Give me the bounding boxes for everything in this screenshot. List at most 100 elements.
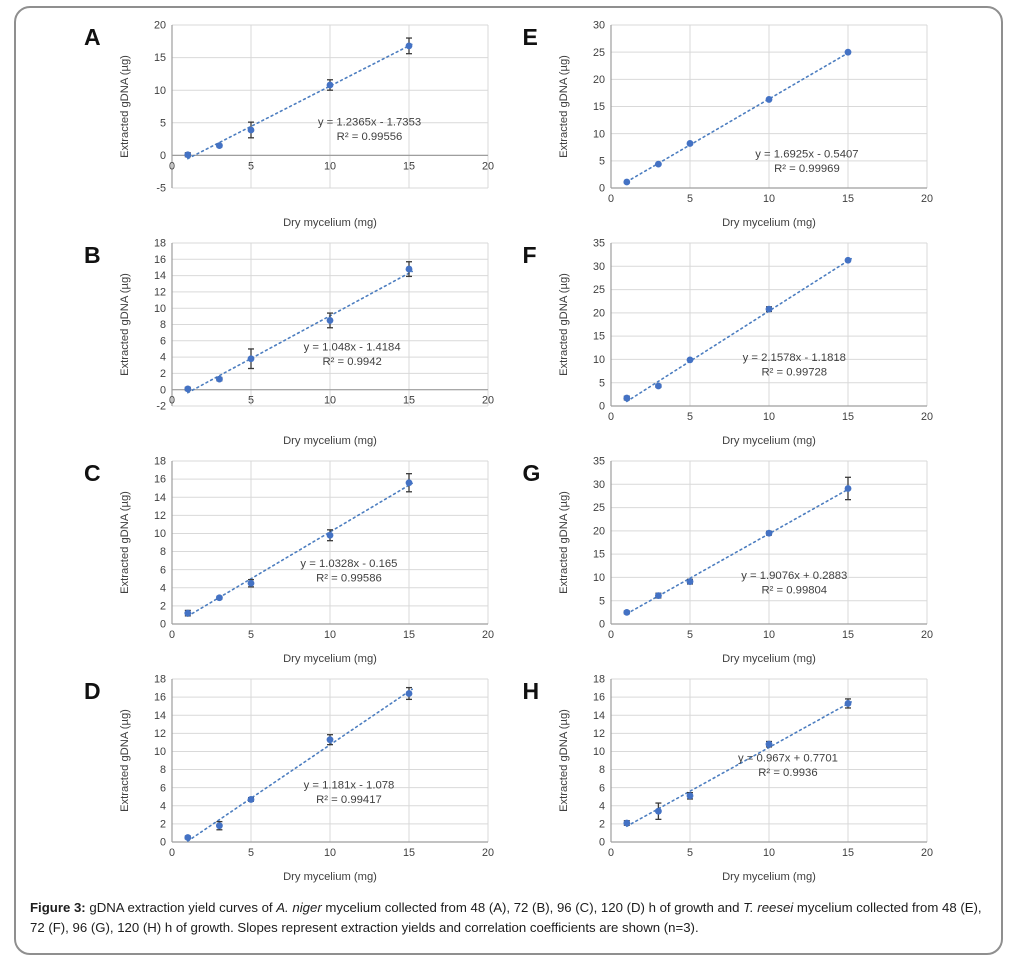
svg-text:16: 16 (154, 692, 166, 704)
svg-text:y = 1.048x - 1.4184: y = 1.048x - 1.4184 (304, 342, 401, 354)
svg-text:10: 10 (762, 411, 774, 423)
svg-text:15: 15 (592, 549, 604, 561)
data-point (184, 151, 192, 159)
svg-text:5: 5 (598, 377, 604, 389)
chart-H: y = 0.967x + 0.7701 R² = 0.9936 0 2 4 6 8 10 12 1… (558, 674, 933, 883)
svg-text:10: 10 (592, 128, 604, 140)
svg-text:35: 35 (592, 456, 604, 468)
svg-text:2: 2 (160, 600, 166, 612)
data-points (622, 48, 851, 186)
svg-text:10: 10 (762, 193, 774, 205)
svg-text:15: 15 (841, 193, 853, 205)
data-point (844, 256, 851, 264)
data-points (184, 690, 413, 841)
data-points (184, 42, 413, 159)
svg-text:20: 20 (482, 395, 494, 407)
y-axis-title: Extracted gDNA (µg) (119, 491, 131, 594)
svg-text:0: 0 (160, 384, 166, 396)
error-bars (184, 261, 412, 392)
svg-text:10: 10 (154, 746, 166, 758)
x-tick-labels: 0 5 10 15 20 (169, 160, 494, 172)
y-tick-labels: 0 2 4 6 8 10 12 14 16 18 (592, 674, 604, 849)
svg-text:2: 2 (160, 818, 166, 830)
panel-letter-D: D (84, 678, 101, 704)
svg-text:15: 15 (403, 160, 415, 172)
svg-text:4: 4 (160, 800, 166, 812)
svg-text:0: 0 (160, 619, 166, 631)
svg-text:6: 6 (160, 335, 166, 347)
equation-label: y = 1.0328x - 0.165 R² = 0.99586 (300, 558, 397, 585)
x-axis-title: Dry mycelium (mg) (283, 653, 377, 665)
svg-text:30: 30 (592, 479, 604, 491)
data-point (184, 834, 192, 841)
svg-text:12: 12 (592, 728, 604, 740)
svg-text:0: 0 (598, 837, 604, 849)
svg-text:4: 4 (598, 800, 604, 812)
data-points (622, 256, 851, 402)
axis-lines (171, 243, 488, 406)
y-tick-labels: -2 0 2 4 6 8 10 12 14 16 18 (154, 238, 166, 413)
svg-text:-5: -5 (156, 183, 166, 195)
svg-text:10: 10 (324, 395, 336, 407)
gridlines (172, 678, 489, 843)
svg-text:R² = 0.99804: R² = 0.99804 (761, 584, 827, 596)
x-axis-title: Dry mycelium (mg) (722, 217, 816, 229)
data-point (654, 382, 662, 390)
svg-text:15: 15 (403, 629, 415, 641)
svg-text:10: 10 (592, 354, 604, 366)
svg-text:20: 20 (920, 411, 932, 423)
svg-text:15: 15 (592, 331, 604, 343)
data-points (622, 700, 851, 827)
x-axis-title: Dry mycelium (mg) (283, 435, 377, 447)
x-axis-title: Dry mycelium (mg) (722, 435, 816, 447)
svg-text:y = 1.0328x - 0.165: y = 1.0328x - 0.165 (300, 558, 397, 570)
axis-lines (171, 679, 488, 843)
svg-text:0: 0 (598, 619, 604, 631)
axis-lines (171, 461, 488, 625)
svg-text:20: 20 (592, 74, 604, 86)
svg-text:y = 1.9076x + 0.2883: y = 1.9076x + 0.2883 (741, 570, 847, 582)
svg-text:15: 15 (841, 411, 853, 423)
data-point (622, 608, 630, 616)
data-point (405, 42, 413, 50)
trendline (187, 688, 413, 842)
svg-text:0: 0 (607, 629, 613, 641)
svg-text:15: 15 (841, 629, 853, 641)
data-point (247, 579, 255, 587)
error-bars (184, 686, 412, 840)
svg-text:6: 6 (598, 782, 604, 794)
svg-text:20: 20 (920, 193, 932, 205)
svg-text:12: 12 (154, 510, 166, 522)
svg-text:10: 10 (154, 528, 166, 540)
data-point (326, 317, 334, 324)
svg-text:16: 16 (154, 254, 166, 266)
data-point (622, 178, 630, 186)
svg-text:y = 1.6925x - 0.5407: y = 1.6925x - 0.5407 (755, 149, 858, 161)
svg-text:0: 0 (160, 150, 166, 162)
svg-text:18: 18 (154, 238, 166, 250)
data-point (765, 529, 772, 537)
panel-letter-E: E (522, 24, 538, 50)
axis-lines (609, 243, 927, 407)
svg-text:R² = 0.99586: R² = 0.99586 (316, 572, 382, 584)
data-point (326, 81, 334, 89)
panel-letter-A: A (84, 24, 101, 50)
svg-text:y = 1.2365x - 1.7353: y = 1.2365x - 1.7353 (318, 116, 421, 128)
equation-label: y = 0.967x + 0.7701 R² = 0.9936 (738, 752, 838, 779)
trendline (187, 270, 413, 394)
y-axis-title: Extracted gDNA (µg) (119, 709, 131, 812)
data-points (184, 265, 413, 393)
caption-segment-4: T. reesei (743, 900, 794, 915)
y-axis-title: Extracted gDNA (µg) (119, 273, 131, 376)
svg-text:5: 5 (686, 193, 692, 205)
data-point (216, 594, 223, 602)
svg-text:5: 5 (598, 595, 604, 607)
svg-text:10: 10 (154, 303, 166, 315)
svg-text:8: 8 (598, 764, 604, 776)
data-point (405, 265, 413, 273)
svg-text:20: 20 (154, 20, 166, 32)
data-point (184, 609, 192, 617)
svg-text:10: 10 (324, 629, 336, 641)
